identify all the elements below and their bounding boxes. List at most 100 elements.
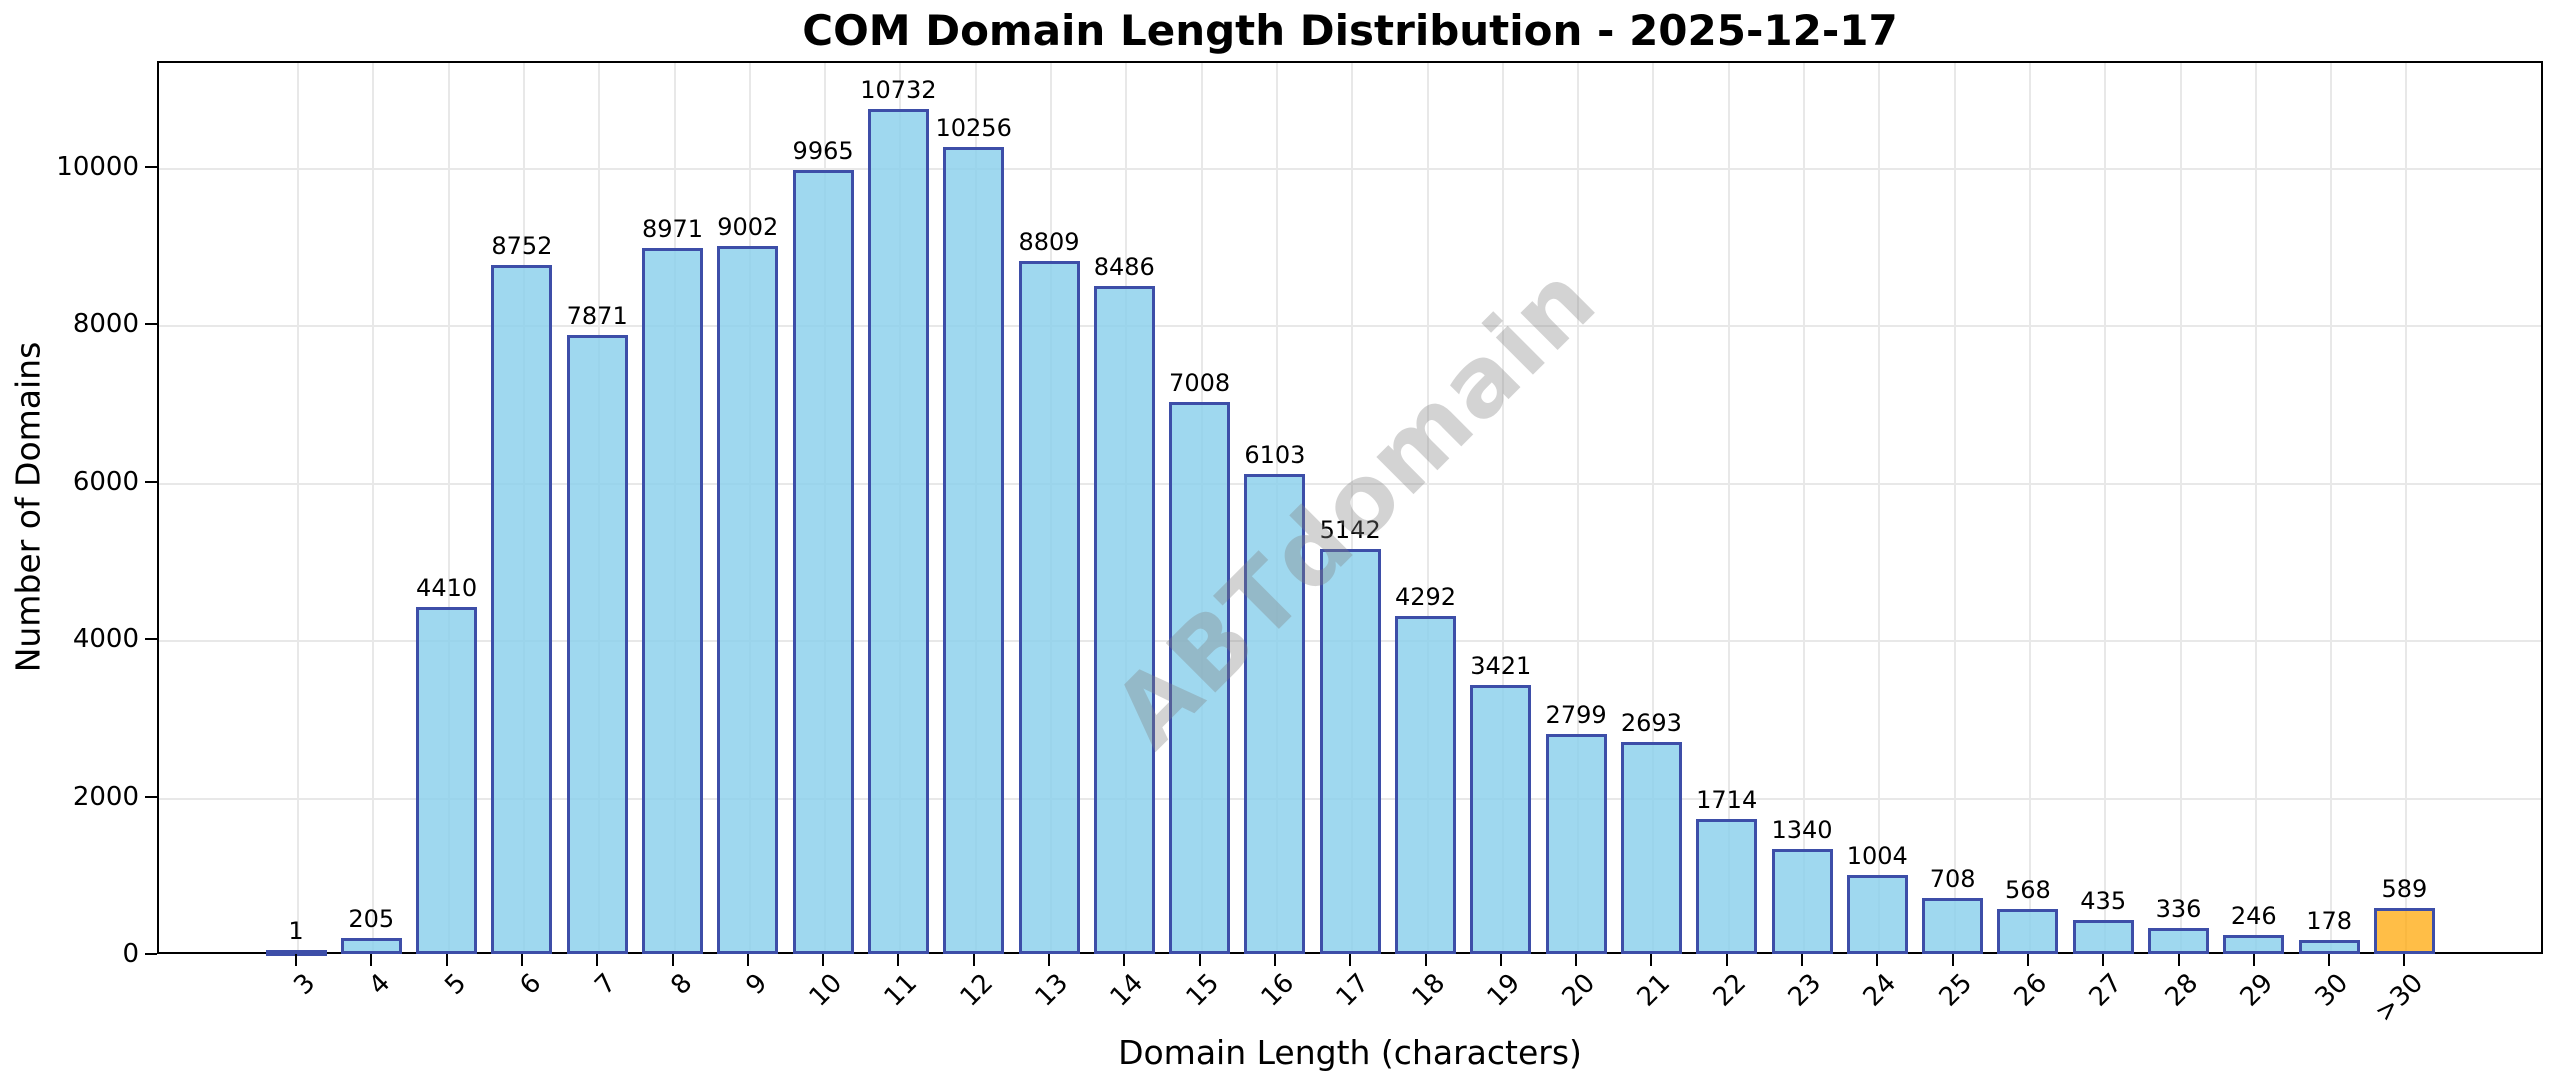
x-axis-tick	[1951, 954, 1954, 966]
bar-value-label: 8971	[641, 214, 704, 243]
bar	[1093, 286, 1155, 954]
bar	[1395, 616, 1456, 954]
y-tick-label: 8000	[72, 309, 139, 340]
bar	[1696, 819, 1758, 954]
y-tick-label: 10000	[56, 152, 139, 182]
bar-value-label: 5142	[1319, 516, 1381, 545]
x-axis-tick	[520, 954, 523, 966]
bar-value-label: 2693	[1620, 709, 1682, 738]
gridline-vertical	[1351, 63, 1354, 952]
x-axis-tick	[897, 954, 900, 966]
bar	[340, 937, 402, 954]
bar	[1846, 874, 1908, 954]
bar-value-label: 589	[2381, 874, 2428, 903]
bar-value-label: 4292	[1394, 583, 1457, 612]
x-axis-tick	[295, 954, 297, 966]
gridline-horizontal	[159, 325, 2541, 328]
gridline-vertical	[2028, 63, 2031, 952]
x-axis-tick	[2328, 954, 2331, 966]
bar	[491, 265, 553, 954]
bar	[1545, 733, 1607, 954]
y-tick-label: 4000	[72, 624, 139, 655]
bar	[867, 109, 929, 954]
bar-value-label: 1340	[1771, 815, 1833, 844]
gridline-vertical	[1577, 63, 1580, 952]
x-axis-tick	[1801, 954, 1803, 966]
y-axis-tick	[145, 480, 157, 483]
x-axis-tick	[2403, 954, 2406, 966]
gridline-vertical	[372, 63, 375, 952]
bar	[1922, 898, 1984, 954]
bar	[1018, 260, 1080, 954]
x-axis-tick	[972, 954, 975, 966]
gridline-vertical	[447, 63, 450, 952]
x-axis-tick	[445, 954, 448, 966]
gridline-vertical	[1501, 63, 1504, 952]
bar-value-label: 205	[348, 904, 395, 933]
bar-value-label: 9965	[792, 136, 854, 165]
plot-area	[157, 61, 2543, 954]
gridline-vertical	[2405, 63, 2408, 952]
x-axis-tick	[596, 954, 599, 966]
bar-value-label: 435	[2080, 886, 2127, 915]
gridline-vertical	[2330, 63, 2333, 952]
bar-value-label: 1	[288, 917, 304, 945]
bar-value-label: 7871	[566, 301, 628, 330]
x-axis-tick	[1349, 954, 1352, 966]
bar-value-label: 1004	[1846, 841, 1908, 870]
bar-value-label: 3421	[1470, 651, 1532, 680]
bar-value-label: 246	[2230, 901, 2277, 930]
x-axis-tick	[370, 954, 373, 966]
bar	[792, 169, 854, 954]
x-axis-tick	[1876, 954, 1879, 966]
x-axis-tick	[1424, 954, 1427, 966]
bar	[2298, 939, 2360, 954]
bar	[1997, 909, 2059, 954]
x-axis-tick	[1725, 954, 1728, 966]
bar	[1319, 549, 1381, 954]
bar	[642, 247, 703, 954]
gridline-horizontal	[159, 168, 2541, 170]
y-tick-label: 6000	[72, 466, 139, 497]
gridline-vertical	[297, 63, 299, 952]
bar-value-label: 178	[2306, 906, 2352, 935]
y-tick-label: 0	[122, 939, 139, 969]
gridline-vertical	[1878, 63, 1881, 952]
x-axis-tick	[1123, 954, 1126, 966]
bar	[416, 606, 478, 954]
bar	[1470, 684, 1532, 954]
bar-value-label: 568	[2004, 876, 2051, 905]
x-axis-tick	[2177, 954, 2180, 966]
bar	[2148, 927, 2209, 954]
gridline-vertical	[2179, 63, 2182, 952]
x-axis-tick	[1048, 954, 1050, 966]
bar	[1620, 742, 1682, 954]
bar-value-label: 4410	[416, 573, 478, 602]
chart-title: COM Domain Length Distribution - 2025-12…	[802, 6, 1898, 55]
gridline-vertical	[1953, 63, 1956, 952]
y-axis-tick	[145, 323, 157, 326]
x-axis-tick	[1273, 954, 1276, 966]
y-axis-tick	[145, 795, 157, 798]
bar-value-label: 708	[1929, 865, 1976, 894]
gridline-vertical	[2104, 63, 2107, 952]
bar-value-label: 10256	[935, 113, 1012, 142]
gridline-vertical	[1652, 63, 1655, 952]
bar-value-label: 7008	[1169, 369, 1231, 398]
y-axis-tick	[145, 638, 157, 641]
bar	[566, 334, 628, 954]
gridline-vertical	[1426, 63, 1429, 952]
x-axis-tick	[1650, 954, 1653, 966]
bar-value-label: 8486	[1093, 253, 1155, 282]
bar	[1244, 473, 1306, 954]
gridline-horizontal	[159, 482, 2541, 485]
bar	[2223, 934, 2285, 954]
x-axis-tick	[2026, 954, 2029, 966]
bar	[717, 245, 779, 954]
gridline-vertical	[2254, 63, 2257, 952]
bar-value-label: 336	[2155, 894, 2202, 923]
bar-value-label: 9002	[717, 212, 779, 241]
x-axis-tick	[746, 954, 749, 966]
y-axis-tick	[145, 953, 157, 955]
